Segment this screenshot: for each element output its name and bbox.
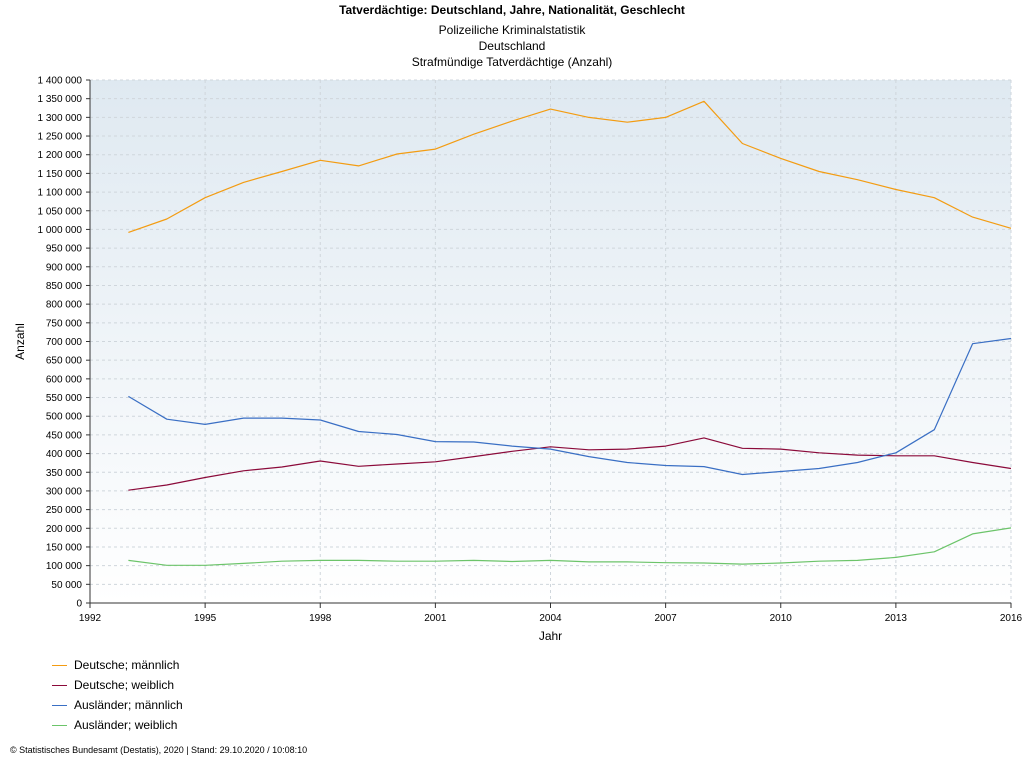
legend-label: Deutsche; weiblich — [74, 678, 175, 692]
chart-subtitle-2: Deutschland — [478, 39, 546, 53]
legend-swatch — [52, 684, 67, 686]
legend-item[interactable]: Deutsche; weiblich — [52, 675, 183, 695]
series-line — [128, 437, 1012, 491]
chart-title: Tatverdächtige: Deutschland, Jahre, Nati… — [339, 3, 685, 17]
y-tick-label: 1 400 000 — [38, 76, 83, 87]
plot-background — [90, 80, 1011, 603]
y-tick-label: 950 000 — [46, 244, 83, 255]
x-tick-label: 2016 — [1000, 613, 1023, 624]
y-tick-label: 50 000 — [51, 580, 82, 591]
y-tick-label: 150 000 — [46, 542, 83, 553]
y-tick-label: 500 000 — [46, 412, 83, 423]
x-axis-title: Jahr — [539, 629, 562, 643]
legend-label: Ausländer; männlich — [74, 698, 183, 712]
x-tick-label: 1995 — [194, 613, 217, 624]
chart-subtitle-3: Strafmündige Tatverdächtige (Anzahl) — [411, 55, 613, 69]
source-footer: © Statistisches Bundesamt (Destatis), 20… — [10, 745, 308, 755]
y-tick-label: 0 — [76, 599, 82, 610]
chart-subtitle-1: Polizeiliche Kriminalstatistik — [438, 23, 586, 37]
x-tick-label: 2004 — [539, 613, 562, 624]
y-tick-label: 600 000 — [46, 374, 83, 385]
y-tick-label: 1 050 000 — [38, 206, 83, 217]
y-tick-label: 450 000 — [46, 430, 83, 441]
y-tick-label: 900 000 — [46, 262, 83, 273]
y-tick-label: 800 000 — [46, 300, 83, 311]
y-tick-label: 650 000 — [46, 356, 83, 367]
y-tick-label: 200 000 — [46, 524, 83, 535]
series-line — [128, 527, 1012, 566]
x-tick-label: 1992 — [79, 613, 102, 624]
legend-item[interactable]: Ausländer; weiblich — [52, 715, 183, 735]
y-tick-label: 850 000 — [46, 281, 83, 292]
x-tick-label: 2010 — [770, 613, 793, 624]
y-tick-label: 1 250 000 — [38, 132, 83, 143]
y-tick-label: 1 150 000 — [38, 169, 83, 180]
y-tick-label: 300 000 — [46, 486, 83, 497]
y-axis-title: Anzahl — [13, 323, 27, 360]
y-tick-label: 1 350 000 — [38, 94, 83, 105]
legend: Deutsche; männlich Deutsche; weiblich Au… — [52, 655, 183, 735]
legend-item[interactable]: Deutsche; männlich — [52, 655, 183, 675]
legend-swatch — [52, 704, 67, 706]
y-tick-label: 1 300 000 — [38, 113, 83, 124]
legend-item[interactable]: Ausländer; männlich — [52, 695, 183, 715]
y-tick-label: 1 200 000 — [38, 150, 83, 161]
y-tick-label: 400 000 — [46, 449, 83, 460]
x-tick-label: 2007 — [655, 613, 678, 624]
legend-label: Ausländer; weiblich — [74, 718, 178, 732]
x-tick-label: 1998 — [309, 613, 332, 624]
y-tick-label: 1 100 000 — [38, 188, 83, 199]
y-tick-label: 750 000 — [46, 318, 83, 329]
y-tick-label: 100 000 — [46, 561, 83, 572]
y-tick-label: 550 000 — [46, 393, 83, 404]
legend-swatch — [52, 724, 67, 726]
series-line — [128, 100, 1012, 233]
x-tick-label: 2001 — [424, 613, 447, 624]
y-tick-label: 350 000 — [46, 468, 83, 479]
line-chart: 0 50 000 100 000 150 000 200 000 250 000 300 0… — [13, 76, 1023, 644]
y-tick-label: 1 000 000 — [38, 225, 83, 236]
legend-swatch — [52, 664, 67, 666]
y-tick-label: 250 000 — [46, 505, 83, 516]
y-tick-label: 700 000 — [46, 337, 83, 348]
legend-label: Deutsche; männlich — [74, 658, 180, 672]
series-line — [128, 337, 1012, 476]
x-tick-label: 2013 — [885, 613, 908, 624]
